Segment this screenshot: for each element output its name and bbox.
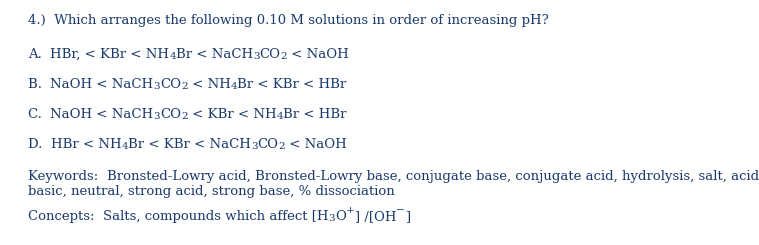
Text: NaOH < NaCH: NaOH < NaCH (51, 78, 153, 91)
Text: Concepts:: Concepts: (28, 210, 103, 223)
Text: 3: 3 (153, 112, 160, 121)
Text: ] /[OH: ] /[OH (354, 210, 396, 223)
Text: HBr, < KBr < NH: HBr, < KBr < NH (50, 48, 169, 61)
Text: +: + (346, 206, 354, 215)
Text: CO: CO (160, 78, 181, 91)
Text: B.: B. (28, 78, 51, 91)
Text: 2: 2 (281, 52, 288, 61)
Text: Bronsted-Lowry acid, Bronsted-Lowry base, conjugate base, conjugate acid, hydrol: Bronsted-Lowry acid, Bronsted-Lowry base… (107, 170, 759, 183)
Text: < NaOH: < NaOH (288, 48, 349, 61)
Text: 3: 3 (251, 142, 257, 151)
Text: Br < KBr < HBr: Br < KBr < HBr (238, 78, 347, 91)
Text: 3: 3 (329, 214, 335, 223)
Text: < KBr < NH: < KBr < NH (187, 108, 276, 121)
Text: Salts, compounds which affect [H: Salts, compounds which affect [H (103, 210, 329, 223)
Text: NaOH < NaCH: NaOH < NaCH (50, 108, 153, 121)
Text: 4.)  Which arranges the following 0.10 M solutions in order of increasing pH?: 4.) Which arranges the following 0.10 M … (28, 14, 549, 27)
Text: 2: 2 (181, 112, 187, 121)
Text: HBr < NH: HBr < NH (51, 138, 121, 151)
Text: −: − (396, 206, 405, 215)
Text: basic, neutral, strong acid, strong base, % dissociation: basic, neutral, strong acid, strong base… (28, 185, 395, 198)
Text: O: O (335, 210, 346, 223)
Text: D.: D. (28, 138, 51, 151)
Text: 2: 2 (279, 142, 285, 151)
Text: Br < HBr: Br < HBr (283, 108, 347, 121)
Text: 4: 4 (276, 112, 283, 121)
Text: 2: 2 (181, 82, 188, 91)
Text: < NaOH: < NaOH (285, 138, 347, 151)
Text: Br < NaCH: Br < NaCH (176, 48, 253, 61)
Text: 4: 4 (169, 52, 176, 61)
Text: C.: C. (28, 108, 50, 121)
Text: 3: 3 (153, 82, 160, 91)
Text: CO: CO (257, 138, 279, 151)
Text: Br < KBr < NaCH: Br < KBr < NaCH (128, 138, 251, 151)
Text: 4: 4 (121, 142, 128, 151)
Text: 3: 3 (253, 52, 260, 61)
Text: A.: A. (28, 48, 50, 61)
Text: CO: CO (260, 48, 281, 61)
Text: ]: ] (405, 210, 410, 223)
Text: Keywords:: Keywords: (28, 170, 107, 183)
Text: < NH: < NH (188, 78, 231, 91)
Text: CO: CO (160, 108, 181, 121)
Text: 4: 4 (231, 82, 238, 91)
